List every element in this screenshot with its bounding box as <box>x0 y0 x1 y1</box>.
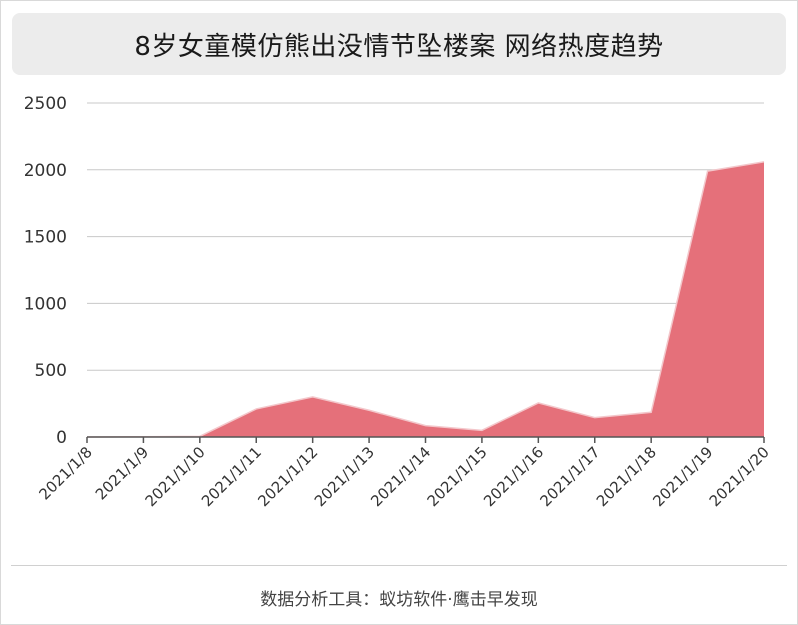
y-tick-label: 1500 <box>24 228 67 248</box>
footer-divider <box>11 565 787 566</box>
grid-lines <box>87 102 764 371</box>
x-tick-label: 2021/1/14 <box>367 443 434 510</box>
chart-title: 8岁女童模仿熊出没情节坠楼案 网络热度趋势 <box>134 31 664 62</box>
y-tick-label: 2500 <box>24 94 67 114</box>
area-fill <box>87 161 764 437</box>
x-tick-label: 2021/1/11 <box>198 443 265 510</box>
title-bar: 8岁女童模仿熊出没情节坠楼案 网络热度趋势 <box>12 13 786 75</box>
y-tick-label: 0 <box>56 428 67 448</box>
x-tick-label: 2021/1/17 <box>536 443 603 510</box>
x-tick-label: 2021/1/16 <box>480 443 547 510</box>
x-tick-label: 2021/1/10 <box>142 443 209 510</box>
x-tick-label: 2021/1/8 <box>35 443 95 503</box>
axes <box>86 436 765 443</box>
area-series <box>86 161 765 438</box>
y-tick-label: 1000 <box>24 294 67 314</box>
x-tick-label: 2021/1/9 <box>92 443 152 503</box>
y-tick-label: 500 <box>35 361 67 381</box>
footer-source: 数据分析工具：蚁坊软件·鹰击早发现 <box>260 590 538 610</box>
x-tick-label: 2021/1/13 <box>311 443 378 510</box>
x-tick-label: 2021/1/20 <box>706 443 773 510</box>
y-tick-label: 2000 <box>24 161 67 181</box>
x-tick-label: 2021/1/19 <box>649 443 716 510</box>
x-tick-label: 2021/1/18 <box>593 443 660 510</box>
x-tick-label: 2021/1/15 <box>424 443 491 510</box>
x-tick-label: 2021/1/12 <box>254 443 321 510</box>
x-tick-labels: 2021/1/82021/1/92021/1/102021/1/112021/1… <box>35 443 772 510</box>
y-tick-labels: 0 500 1000 1500 2000 2500 <box>24 94 67 448</box>
